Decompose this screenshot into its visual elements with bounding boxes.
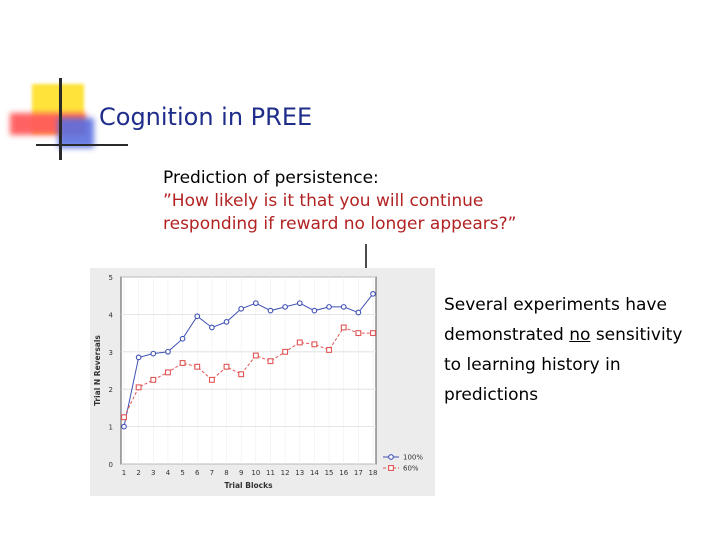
x-tick-label: 16 xyxy=(339,469,348,477)
data-point xyxy=(340,304,347,310)
y-axis-label: Trial N Reversals xyxy=(93,335,102,406)
x-tick-label: 17 xyxy=(354,469,363,477)
data-point xyxy=(194,313,201,320)
title-decoration-blue xyxy=(58,118,94,148)
data-point xyxy=(252,300,259,307)
data-point xyxy=(208,376,215,383)
data-point xyxy=(135,384,142,391)
data-point xyxy=(326,304,332,310)
x-tick-label: 10 xyxy=(251,469,260,477)
title-decoration-vertical-line xyxy=(59,78,62,160)
x-tick-label: 5 xyxy=(180,469,184,477)
data-point xyxy=(164,369,171,376)
data-point xyxy=(370,290,376,297)
side-text-line-4: predictions xyxy=(444,385,539,405)
x-tick-label: 9 xyxy=(239,469,243,477)
data-point xyxy=(340,324,347,331)
slide-title: Cognition in PREE xyxy=(99,103,313,131)
data-point xyxy=(209,324,215,331)
quote-line-2: responding if reward no longer appears?” xyxy=(163,214,517,234)
data-point xyxy=(311,341,318,348)
data-point xyxy=(267,307,274,314)
data-point xyxy=(150,376,157,383)
data-point xyxy=(135,354,142,361)
x-tick-label: 1 xyxy=(122,469,126,477)
legend-label: 100% xyxy=(403,454,423,462)
data-point xyxy=(165,348,171,355)
y-tick-label: 5 xyxy=(109,274,113,282)
chart-container: 0 1 2 3 4 5 1 2 3 4 5 6 7 8 9 10 11 12 13 14 15 16 17 18 Trial B… xyxy=(90,268,435,496)
side-text-line-2-post: sensitivity xyxy=(590,325,683,345)
y-tick-label: 3 xyxy=(109,349,113,357)
x-tick-label: 3 xyxy=(151,469,155,477)
data-point xyxy=(296,300,303,307)
x-axis-label: Trial Blocks xyxy=(224,481,273,490)
side-text-line-1: Several experiments have xyxy=(444,295,667,315)
quote-line-1: ”How likely is it that you will continue xyxy=(163,191,484,211)
data-point xyxy=(355,330,362,337)
x-tick-label: 15 xyxy=(325,469,334,477)
data-point xyxy=(238,371,245,378)
side-text-line-2: demonstrated no sensitivity xyxy=(444,320,682,350)
x-tick-label: 18 xyxy=(369,469,378,477)
y-tick-label: 1 xyxy=(109,424,113,432)
x-tick-label: 2 xyxy=(136,469,140,477)
data-point xyxy=(179,335,186,342)
data-point xyxy=(121,414,127,421)
data-point xyxy=(355,309,362,316)
y-tick-label: 4 xyxy=(109,311,114,319)
data-point xyxy=(267,358,274,365)
x-tick-label: 7 xyxy=(210,469,214,477)
data-point xyxy=(223,319,230,325)
side-text-underlined-word: no xyxy=(569,325,591,345)
data-point xyxy=(179,360,186,366)
x-tick-label: 8 xyxy=(224,469,228,477)
data-point xyxy=(296,339,303,346)
side-text-line-3: to learning history in xyxy=(444,355,621,375)
x-tick-label: 6 xyxy=(195,469,200,477)
data-point xyxy=(311,307,318,314)
quote: ”How likely is it that you will continue… xyxy=(163,190,516,236)
subtitle: Prediction of persistence: xyxy=(163,168,379,188)
side-text-line-2-pre: demonstrated xyxy=(444,325,570,345)
data-point xyxy=(121,423,127,430)
y-tick-label: 0 xyxy=(109,461,113,469)
data-point xyxy=(370,330,376,337)
x-tick-label: 13 xyxy=(295,469,304,477)
data-point xyxy=(282,348,289,355)
x-tick-label: 12 xyxy=(281,469,290,477)
legend-marker xyxy=(388,465,394,471)
legend-marker xyxy=(388,454,394,460)
side-text: Several experiments have demonstrated no… xyxy=(444,290,682,410)
series-line-b xyxy=(123,326,373,418)
y-tick-label: 2 xyxy=(109,386,113,394)
x-tick-label: 4 xyxy=(166,469,171,477)
data-point xyxy=(238,305,245,312)
data-point xyxy=(282,304,288,310)
legend-label: 60% xyxy=(403,465,419,473)
x-tick-label: 11 xyxy=(266,469,275,477)
x-tick-label: 14 xyxy=(310,469,319,477)
title-decoration-horizontal-line xyxy=(36,144,128,146)
data-point xyxy=(252,352,259,359)
data-point xyxy=(194,363,201,370)
plot-area xyxy=(120,276,377,465)
data-point xyxy=(223,363,230,370)
data-point xyxy=(150,350,157,357)
data-point xyxy=(326,346,333,353)
